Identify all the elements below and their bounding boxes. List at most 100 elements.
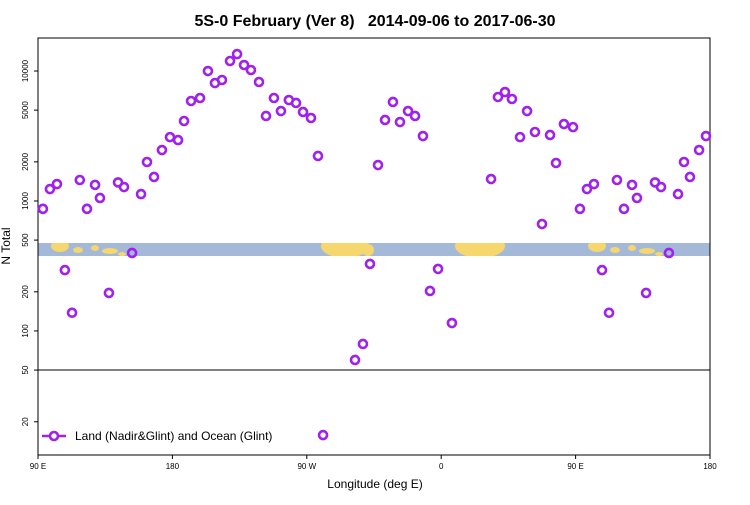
point: [231, 48, 243, 60]
point: [506, 93, 518, 105]
x-tick-label: 90 E: [567, 462, 583, 471]
y-tick-label: 5000: [21, 101, 30, 119]
point: [499, 86, 511, 98]
plot-frame: [37, 37, 711, 456]
point: [618, 203, 630, 215]
point: [178, 115, 190, 127]
point: [492, 91, 504, 103]
point: [305, 112, 317, 124]
map-band: [38, 243, 710, 256]
point: [44, 183, 56, 195]
point: [574, 203, 586, 215]
point: [317, 429, 329, 441]
point: [544, 129, 556, 141]
point: [581, 183, 593, 195]
point: [66, 307, 78, 319]
point: [626, 179, 638, 191]
y-axis-label: N Total: [0, 227, 13, 264]
point: [631, 192, 643, 204]
x-tick-label: 90 E: [30, 462, 46, 471]
point: [126, 247, 138, 259]
point: [312, 150, 324, 162]
x-tick-label: 0: [439, 462, 444, 471]
point: [74, 174, 86, 186]
point: [364, 258, 376, 270]
point: [663, 247, 675, 259]
point: [417, 130, 429, 142]
point: [379, 114, 391, 126]
y-tick-label: 2000: [21, 152, 30, 170]
point: [536, 218, 548, 230]
point: [260, 110, 272, 122]
point: [603, 307, 615, 319]
point: [394, 116, 406, 128]
point: [700, 130, 712, 142]
point: [514, 131, 526, 143]
point: [202, 65, 214, 77]
point: [655, 181, 667, 193]
point: [89, 179, 101, 191]
point: [37, 203, 49, 215]
point: [238, 59, 250, 71]
point: [103, 287, 115, 299]
point: [194, 92, 206, 104]
point: [387, 96, 399, 108]
x-tick-label: 90 W: [297, 462, 316, 471]
point: [349, 354, 361, 366]
point: [588, 178, 600, 190]
point: [94, 192, 106, 204]
point: [567, 121, 579, 133]
point: [135, 188, 147, 200]
y-tick-label: 1000: [21, 192, 30, 210]
point: [521, 105, 533, 117]
point: [216, 74, 228, 86]
point: [485, 173, 497, 185]
point: [268, 92, 280, 104]
point: [678, 156, 690, 168]
point: [372, 159, 384, 171]
point: [611, 174, 623, 186]
x-tick-label: 180: [703, 462, 717, 471]
point: [275, 105, 287, 117]
point: [693, 144, 705, 156]
x-axis-label: Longitude (deg E): [327, 477, 422, 491]
point: [409, 110, 421, 122]
point: [529, 126, 541, 138]
x-tick-label: 180: [166, 462, 180, 471]
point: [357, 338, 369, 350]
point: [640, 287, 652, 299]
point: [550, 157, 562, 169]
point: [432, 263, 444, 275]
point: [118, 181, 130, 193]
point: [51, 178, 63, 190]
point: [402, 105, 414, 117]
point: [253, 76, 265, 88]
y-tick-label: 100: [21, 324, 30, 338]
point: [672, 188, 684, 200]
point: [596, 264, 608, 276]
point: [156, 144, 168, 156]
point: [446, 317, 458, 329]
y-tick-label: 10000: [21, 59, 30, 82]
chart-title: 5S-0 February (Ver 8) 2014-09-06 to 2017…: [194, 13, 555, 30]
point: [684, 171, 696, 183]
y-tick-label: 500: [21, 233, 30, 247]
point: [185, 95, 197, 107]
point: [81, 203, 93, 215]
point: [172, 134, 184, 146]
legend-marker: [48, 430, 60, 442]
y-tick-label: 50: [21, 365, 30, 374]
point: [59, 264, 71, 276]
point: [148, 171, 160, 183]
point: [424, 285, 436, 297]
point: [558, 118, 570, 130]
legend-label: Land (Nadir&Glint) and Ocean (Glint): [75, 429, 272, 443]
y-tick-label: 200: [21, 285, 30, 299]
y-tick-label: 20: [21, 417, 30, 426]
point: [224, 55, 236, 67]
point: [290, 97, 302, 109]
point: [297, 106, 309, 118]
point: [141, 156, 153, 168]
